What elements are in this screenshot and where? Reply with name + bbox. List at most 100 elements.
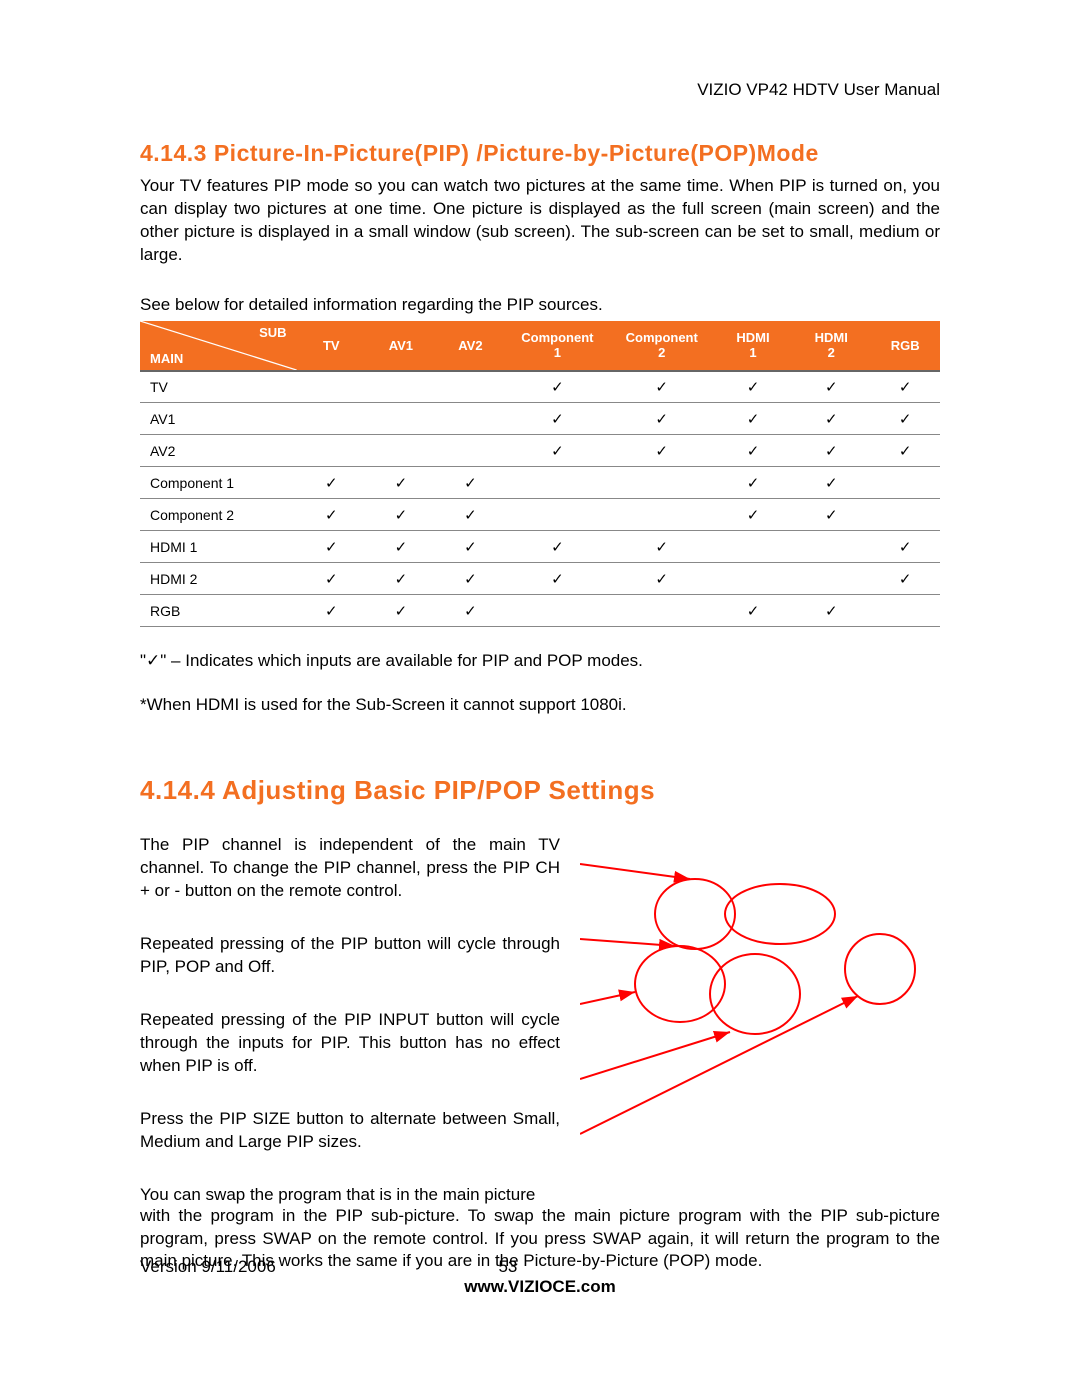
table-cell: [505, 499, 609, 531]
table-cell: ✓: [505, 531, 609, 563]
table-row: Component 1✓✓✓✓✓: [140, 467, 940, 499]
table-cell: ✓: [297, 531, 367, 563]
hdmi-note: *When HDMI is used for the Sub-Screen it…: [140, 695, 940, 715]
table-cell: ✓: [297, 563, 367, 595]
table-cell: ✓: [436, 595, 506, 627]
table-cell: ✓: [297, 467, 367, 499]
row-label: HDMI 2: [140, 563, 297, 595]
diagram-arrow: [580, 992, 635, 1004]
footer-version: Version 9/11/2006: [140, 1257, 276, 1277]
table-cell: ✓: [366, 563, 436, 595]
table-cell: ✓: [610, 563, 714, 595]
diagram-arrow: [580, 939, 675, 946]
table-cell: ✓: [714, 595, 792, 627]
footer-url: www.VIZIOCE.com: [140, 1277, 940, 1297]
col-header: HDMI1: [714, 321, 792, 371]
corner-sub-label: SUB: [259, 325, 286, 340]
table-cell: [436, 371, 506, 403]
table-cell: [610, 467, 714, 499]
row-label: TV: [140, 371, 297, 403]
col-header: RGB: [870, 321, 940, 371]
table-cell: ✓: [366, 531, 436, 563]
diagram-svg: [580, 834, 940, 1154]
pip-button-para: Repeated pressing of the PIP button will…: [140, 933, 560, 979]
col-header: Component1: [505, 321, 609, 371]
table-cell: ✓: [436, 467, 506, 499]
table-cell: ✓: [714, 467, 792, 499]
row-label: HDMI 1: [140, 531, 297, 563]
row-label: RGB: [140, 595, 297, 627]
pip-source-table: SUBMAINTVAV1AV2Component1Component2HDMI1…: [140, 321, 940, 628]
table-cell: ✓: [297, 499, 367, 531]
table-cell: ✓: [792, 499, 870, 531]
table-row: TV✓✓✓✓✓: [140, 371, 940, 403]
table-corner-cell: SUB MAIN: [140, 321, 297, 371]
table-cell: ✓: [610, 403, 714, 435]
table-cell: [610, 499, 714, 531]
table-cell: ✓: [505, 435, 609, 467]
table-cell: ✓: [297, 595, 367, 627]
table-cell: ✓: [714, 499, 792, 531]
section-4-14-3-heading: 4.14.3 Picture-In-Picture(PIP) /Picture-…: [140, 140, 940, 167]
table-cell: [366, 435, 436, 467]
table-cell: ✓: [714, 371, 792, 403]
table-cell: ✓: [436, 563, 506, 595]
swap-lead-text: You can swap the program that is in the …: [140, 1184, 560, 1207]
table-cell: [436, 403, 506, 435]
row-label: Component 2: [140, 499, 297, 531]
table-cell: ✓: [714, 435, 792, 467]
table-cell: ✓: [366, 467, 436, 499]
table-cell: [366, 371, 436, 403]
remote-diagram: [580, 834, 940, 1154]
table-cell: [870, 595, 940, 627]
diagram-arrow: [580, 1032, 730, 1079]
table-cell: ✓: [610, 435, 714, 467]
table-cell: [714, 563, 792, 595]
diagram-ellipse: [725, 884, 835, 944]
table-cell: [610, 595, 714, 627]
table-row: Component 2✓✓✓✓✓: [140, 499, 940, 531]
col-header: TV: [297, 321, 367, 371]
pip-size-para: Press the PIP SIZE button to alternate b…: [140, 1108, 560, 1154]
row-label: Component 1: [140, 467, 297, 499]
table-cell: ✓: [870, 531, 940, 563]
row-label: AV1: [140, 403, 297, 435]
see-below-text: See below for detailed information regar…: [140, 295, 940, 315]
col-header: AV1: [366, 321, 436, 371]
table-cell: ✓: [792, 595, 870, 627]
table-cell: ✓: [505, 563, 609, 595]
table-cell: ✓: [714, 403, 792, 435]
table-row: RGB✓✓✓✓✓: [140, 595, 940, 627]
table-cell: [505, 595, 609, 627]
diagram-arrow: [580, 864, 690, 879]
pip-channel-para: The PIP channel is independent of the ma…: [140, 834, 560, 903]
footer-page-number: 53: [498, 1257, 517, 1277]
table-cell: ✓: [366, 595, 436, 627]
table-cell: [436, 435, 506, 467]
table-cell: [297, 403, 367, 435]
table-cell: ✓: [792, 403, 870, 435]
table-cell: [792, 531, 870, 563]
section-4-14-4-heading: 4.14.4 Adjusting Basic PIP/POP Settings: [140, 775, 940, 806]
table-row: HDMI 1✓✓✓✓✓✓: [140, 531, 940, 563]
corner-main-label: MAIN: [150, 351, 183, 366]
table-cell: ✓: [792, 435, 870, 467]
table-cell: ✓: [870, 435, 940, 467]
table-cell: ✓: [870, 563, 940, 595]
checkmark-note: "✓" – Indicates which inputs are availab…: [140, 651, 940, 671]
col-header: AV2: [436, 321, 506, 371]
table-cell: [870, 499, 940, 531]
table-cell: ✓: [436, 499, 506, 531]
table-row: AV2✓✓✓✓✓: [140, 435, 940, 467]
table-cell: [714, 531, 792, 563]
table-cell: [366, 403, 436, 435]
diagram-ellipse: [845, 934, 915, 1004]
section-4-14-3-body: Your TV features PIP mode so you can wat…: [140, 175, 940, 267]
table-cell: ✓: [792, 371, 870, 403]
table-cell: [792, 563, 870, 595]
table-cell: ✓: [870, 403, 940, 435]
table-row: HDMI 2✓✓✓✓✓✓: [140, 563, 940, 595]
pip-input-para: Repeated pressing of the PIP INPUT butto…: [140, 1009, 560, 1078]
settings-two-column: The PIP channel is independent of the ma…: [140, 834, 940, 1206]
table-cell: ✓: [792, 467, 870, 499]
